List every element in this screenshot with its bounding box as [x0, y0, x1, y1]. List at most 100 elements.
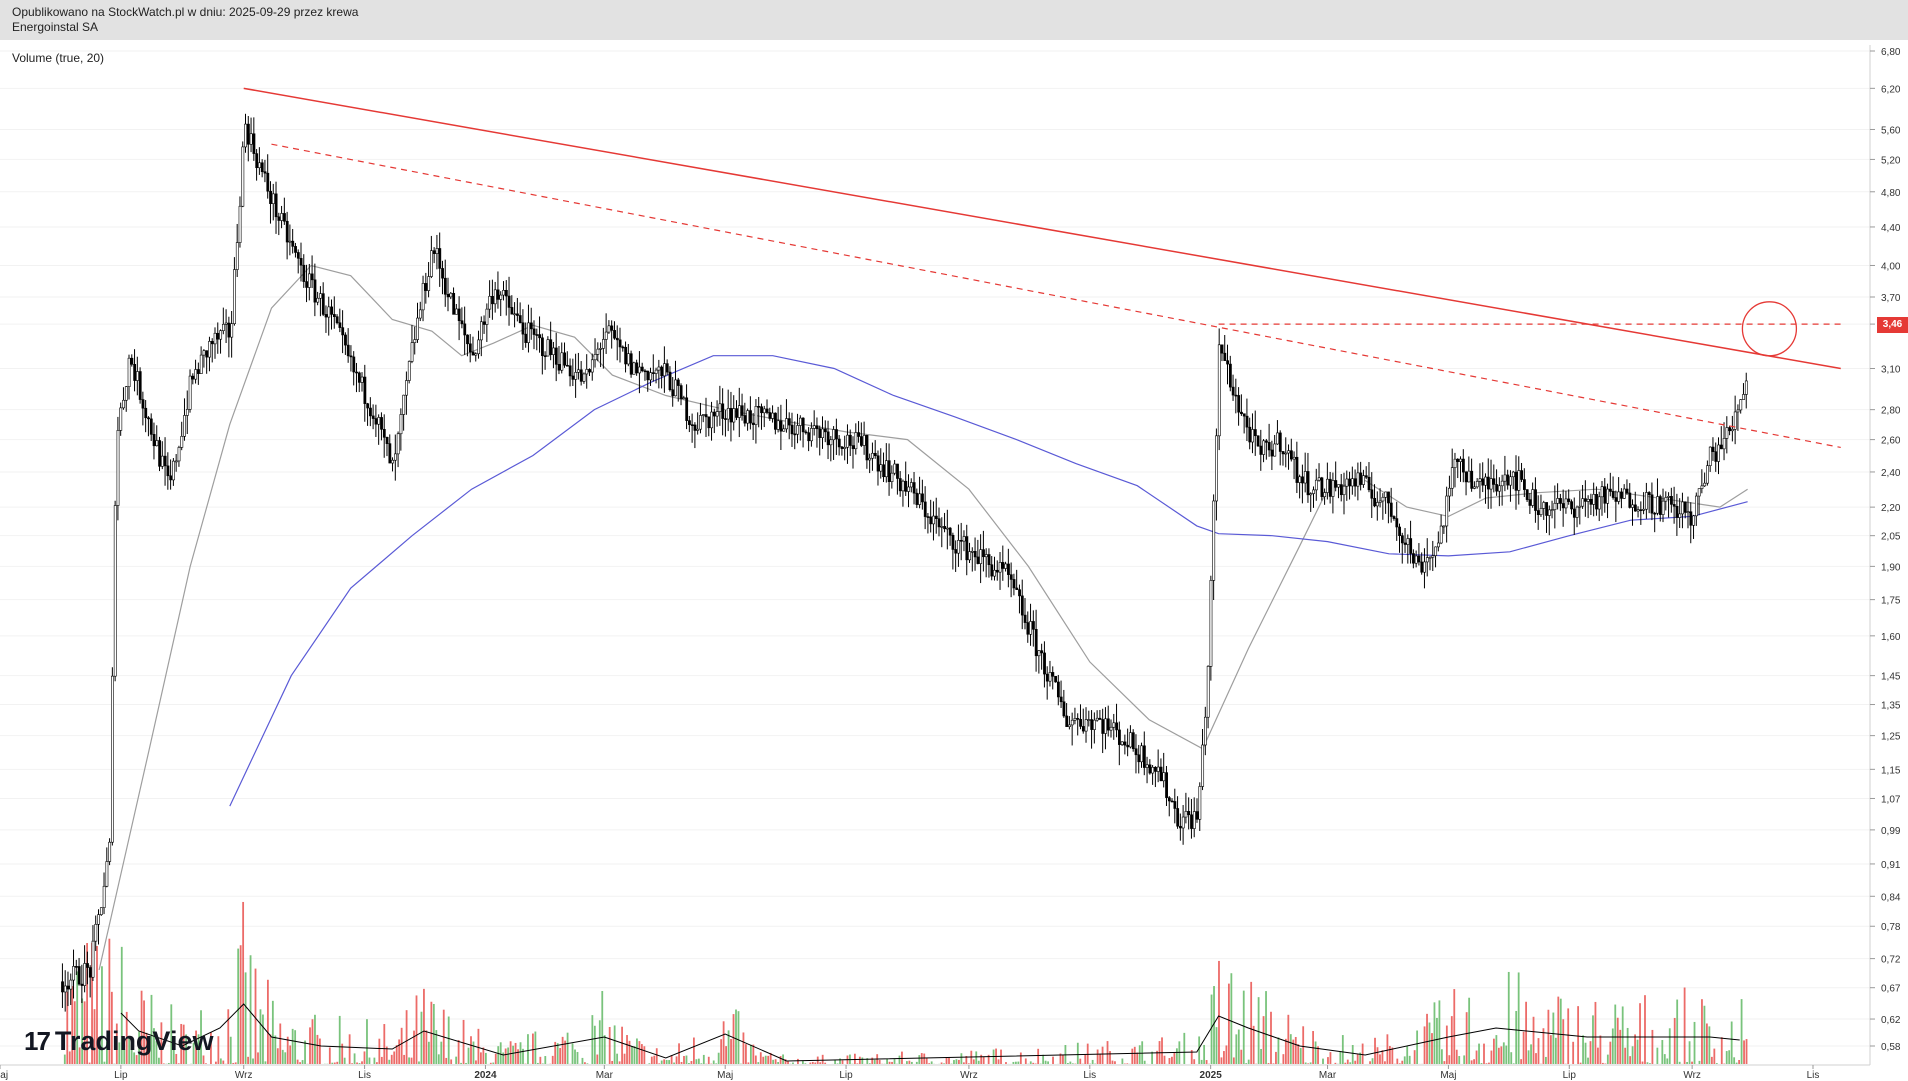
- candle-body: [632, 362, 636, 375]
- candle-body: [1434, 546, 1438, 556]
- volume-bar: [1220, 1057, 1223, 1064]
- volume-bar: [1242, 990, 1245, 1064]
- candle-body: [640, 366, 644, 372]
- volume-bar: [878, 1059, 881, 1064]
- volume-bar: [479, 1052, 482, 1064]
- candle-body: [1118, 729, 1121, 745]
- y-tick-label: 0,67: [1881, 984, 1901, 995]
- indicator-label[interactable]: Volume (true, 20): [12, 51, 105, 65]
- price-axis[interactable]: 0,58 0,62 0,67 0,72 0,78 0,84 0,91 0,99 1,07 1,15…: [1869, 45, 1901, 1065]
- volume-bar: [527, 1034, 529, 1064]
- trend-lines[interactable]: [243, 87, 1841, 449]
- volume-bar: [1535, 1053, 1537, 1064]
- candle-body: [610, 325, 614, 331]
- candle-body: [310, 273, 314, 281]
- volume-bar: [257, 1052, 259, 1064]
- volume-bar: [304, 1040, 306, 1064]
- candle-body: [1628, 492, 1632, 508]
- candle-body: [1719, 444, 1723, 450]
- candle-body: [940, 526, 944, 528]
- volume-bar: [98, 1047, 101, 1064]
- candle-body: [1661, 500, 1665, 515]
- candle-body: [538, 334, 542, 339]
- volume-bar: [1572, 1041, 1575, 1064]
- candle-body: [474, 353, 478, 356]
- candle-body: [1423, 561, 1426, 573]
- price-candles: [61, 113, 1748, 1012]
- candle-body: [1195, 811, 1199, 820]
- time-axis[interactable]: Maj Lip Wrz Lis 2024 Mar Maj Lip Wrz Lis 2025 Mar Ma…: [0, 1064, 1870, 1081]
- volume-bar: [873, 1059, 876, 1064]
- candle-body: [1375, 502, 1379, 507]
- volume-bar: [172, 1042, 175, 1064]
- candle-body: [1536, 510, 1540, 515]
- volume-bar: [1282, 1054, 1285, 1064]
- y-tick-label: 3,70: [1881, 293, 1901, 304]
- volume-bar: [252, 1058, 254, 1064]
- candle-body: [302, 264, 306, 282]
- y-tick-label: 2,20: [1881, 503, 1901, 514]
- volume-bar: [960, 1053, 963, 1064]
- candle-body: [1129, 732, 1132, 748]
- volume-bar: [1329, 1052, 1332, 1064]
- volume-bar: [638, 1041, 641, 1064]
- volume-bar: [180, 1023, 183, 1064]
- volume-bar: [923, 1053, 926, 1064]
- candle-body: [449, 292, 453, 298]
- candle-body: [382, 429, 386, 438]
- volume-bar: [1205, 1060, 1208, 1064]
- volume-bar: [663, 1059, 666, 1064]
- candle-body: [149, 418, 153, 435]
- candle-body: [1431, 555, 1435, 558]
- candle-body: [701, 414, 705, 416]
- candle-body: [740, 405, 744, 416]
- candle-body: [144, 407, 148, 419]
- candle-body: [294, 246, 297, 253]
- candle-body: [557, 364, 561, 371]
- candle-body: [549, 339, 553, 355]
- candle-body: [344, 334, 347, 346]
- candle-body: [1356, 472, 1360, 487]
- volume-bar: [1542, 1028, 1545, 1064]
- volume-bar: [1406, 1046, 1409, 1064]
- volume-bar: [1683, 987, 1686, 1064]
- volume-bar: [925, 1058, 928, 1064]
- volume-bar: [593, 1025, 596, 1064]
- volume-bar: [1480, 1063, 1483, 1064]
- candle-body: [668, 371, 672, 391]
- volume-bar: [299, 1062, 301, 1064]
- x-tick-label: Wrz: [960, 1070, 978, 1081]
- candle-body: [737, 405, 741, 418]
- candle-body: [1156, 766, 1160, 772]
- y-tick-label: 1,75: [1881, 596, 1901, 607]
- y-tick-label: 2,40: [1881, 468, 1901, 479]
- volume-bar: [170, 1004, 173, 1064]
- volume-bar: [497, 1046, 500, 1064]
- candle-body: [896, 463, 899, 479]
- candle-body: [224, 322, 228, 325]
- volume-bar: [1701, 999, 1703, 1064]
- volume-bar: [1733, 1057, 1736, 1064]
- volume-bar: [1091, 1059, 1094, 1064]
- breakout-highlight-circle: [1741, 301, 1798, 357]
- candle-body: [493, 289, 497, 305]
- candle-body: [147, 417, 150, 420]
- candle-body: [1187, 811, 1191, 816]
- candle-body: [1167, 797, 1171, 802]
- candle-body: [1267, 442, 1271, 451]
- volume-bar: [175, 1053, 178, 1064]
- volume-bar: [279, 1023, 282, 1064]
- volume-bars: [63, 901, 1748, 1064]
- candle-body: [233, 269, 236, 324]
- candle-body: [1486, 476, 1490, 490]
- candle-body: [1511, 471, 1515, 478]
- volume-bar: [559, 1048, 562, 1064]
- volume-bar: [1639, 1003, 1641, 1064]
- candle-body: [1007, 563, 1010, 575]
- candle-body: [1597, 496, 1601, 510]
- volume-bar: [375, 1062, 378, 1064]
- candle-body: [1276, 432, 1279, 445]
- volume-bar: [81, 998, 84, 1064]
- volume-bar: [1401, 1060, 1404, 1064]
